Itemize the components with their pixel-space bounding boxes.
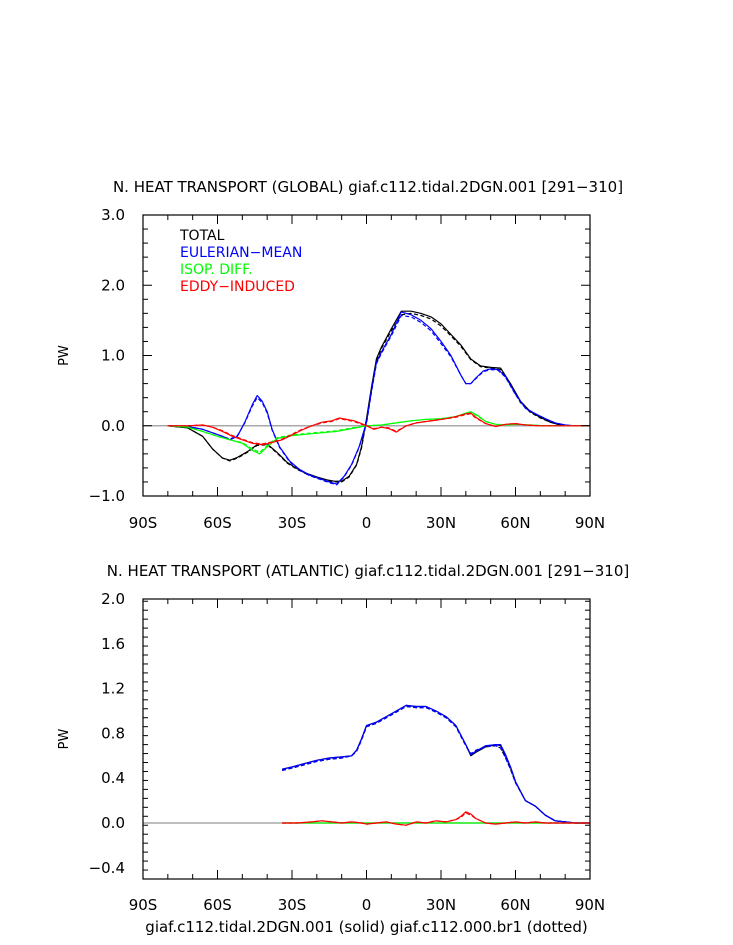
y-tick-label: 0.8 xyxy=(101,724,125,742)
legend-entry: EDDY−INDUCED xyxy=(180,279,295,295)
y-tick-label: 0.0 xyxy=(101,417,125,435)
y-tick-label: 0.4 xyxy=(101,769,125,787)
series-line-total-dotted xyxy=(281,705,590,824)
legend-entry: ISOP. DIFF. xyxy=(180,262,252,278)
series-line-eddy-induced-dotted xyxy=(282,812,590,826)
series-line-total-dotted xyxy=(167,312,590,483)
series-line-eulerian-mean-dotted xyxy=(281,705,590,824)
plot-frame xyxy=(142,598,591,880)
y-tick-label: 0.0 xyxy=(101,814,125,832)
x-tick-label: 90S xyxy=(129,896,158,914)
x-tick-label: 30S xyxy=(278,896,307,914)
x-tick-label: 60N xyxy=(500,896,530,914)
x-tick-label: 0 xyxy=(362,896,372,914)
y-tick-label: 3.0 xyxy=(101,206,125,224)
y-axis-label: PW xyxy=(57,345,72,366)
series-line-total-solid xyxy=(281,704,590,824)
x-tick-label: 30N xyxy=(426,896,456,914)
x-tick-label: 30S xyxy=(278,514,307,532)
y-axis-label: PW xyxy=(57,729,72,750)
y-tick-label: 2.0 xyxy=(101,590,125,608)
chart-panel-1: N. HEAT TRANSPORT (GLOBAL) giaf.c112.tid… xyxy=(57,178,623,532)
chart-panel-2: N. HEAT TRANSPORT (ATLANTIC) giaf.c112.t… xyxy=(57,562,629,936)
y-tick-label: 1.6 xyxy=(101,635,125,653)
x-tick-label: 90N xyxy=(575,896,605,914)
legend-entry: TOTAL xyxy=(179,228,225,244)
series-line-eulerian-mean-solid xyxy=(167,311,590,485)
x-tick-label: 60S xyxy=(203,896,232,914)
legend-entry: EULERIAN−MEAN xyxy=(180,245,302,261)
x-axis-label: giaf.c112.tidal.2DGN.001 (solid) giaf.c1… xyxy=(145,918,587,936)
x-tick-label: 60S xyxy=(203,514,232,532)
x-tick-label: 60N xyxy=(500,514,530,532)
chart-title: N. HEAT TRANSPORT (GLOBAL) giaf.c112.tid… xyxy=(113,178,623,196)
x-tick-label: 0 xyxy=(362,514,372,532)
x-tick-label: 90S xyxy=(129,514,158,532)
series-line-eulerian-mean-solid xyxy=(281,704,590,824)
series-line-eddy-induced-dotted xyxy=(167,413,590,445)
series-line-eddy-induced-solid xyxy=(167,412,590,446)
y-tick-label: 2.0 xyxy=(101,276,125,294)
chart-title: N. HEAT TRANSPORT (ATLANTIC) giaf.c112.t… xyxy=(107,562,629,580)
series-line-total-solid xyxy=(167,310,590,482)
y-tick-label: 1.0 xyxy=(101,347,125,365)
y-tick-label: 1.2 xyxy=(101,680,125,698)
y-tick-label: −1.0 xyxy=(89,487,125,505)
series-line-isop-diff--dotted xyxy=(167,411,590,453)
y-tick-label: −0.4 xyxy=(89,859,125,877)
series-line-isop-diff--solid xyxy=(167,411,590,455)
x-tick-label: 30N xyxy=(426,514,456,532)
x-tick-label: 90N xyxy=(575,514,605,532)
series-line-eulerian-mean-dotted xyxy=(167,314,590,486)
